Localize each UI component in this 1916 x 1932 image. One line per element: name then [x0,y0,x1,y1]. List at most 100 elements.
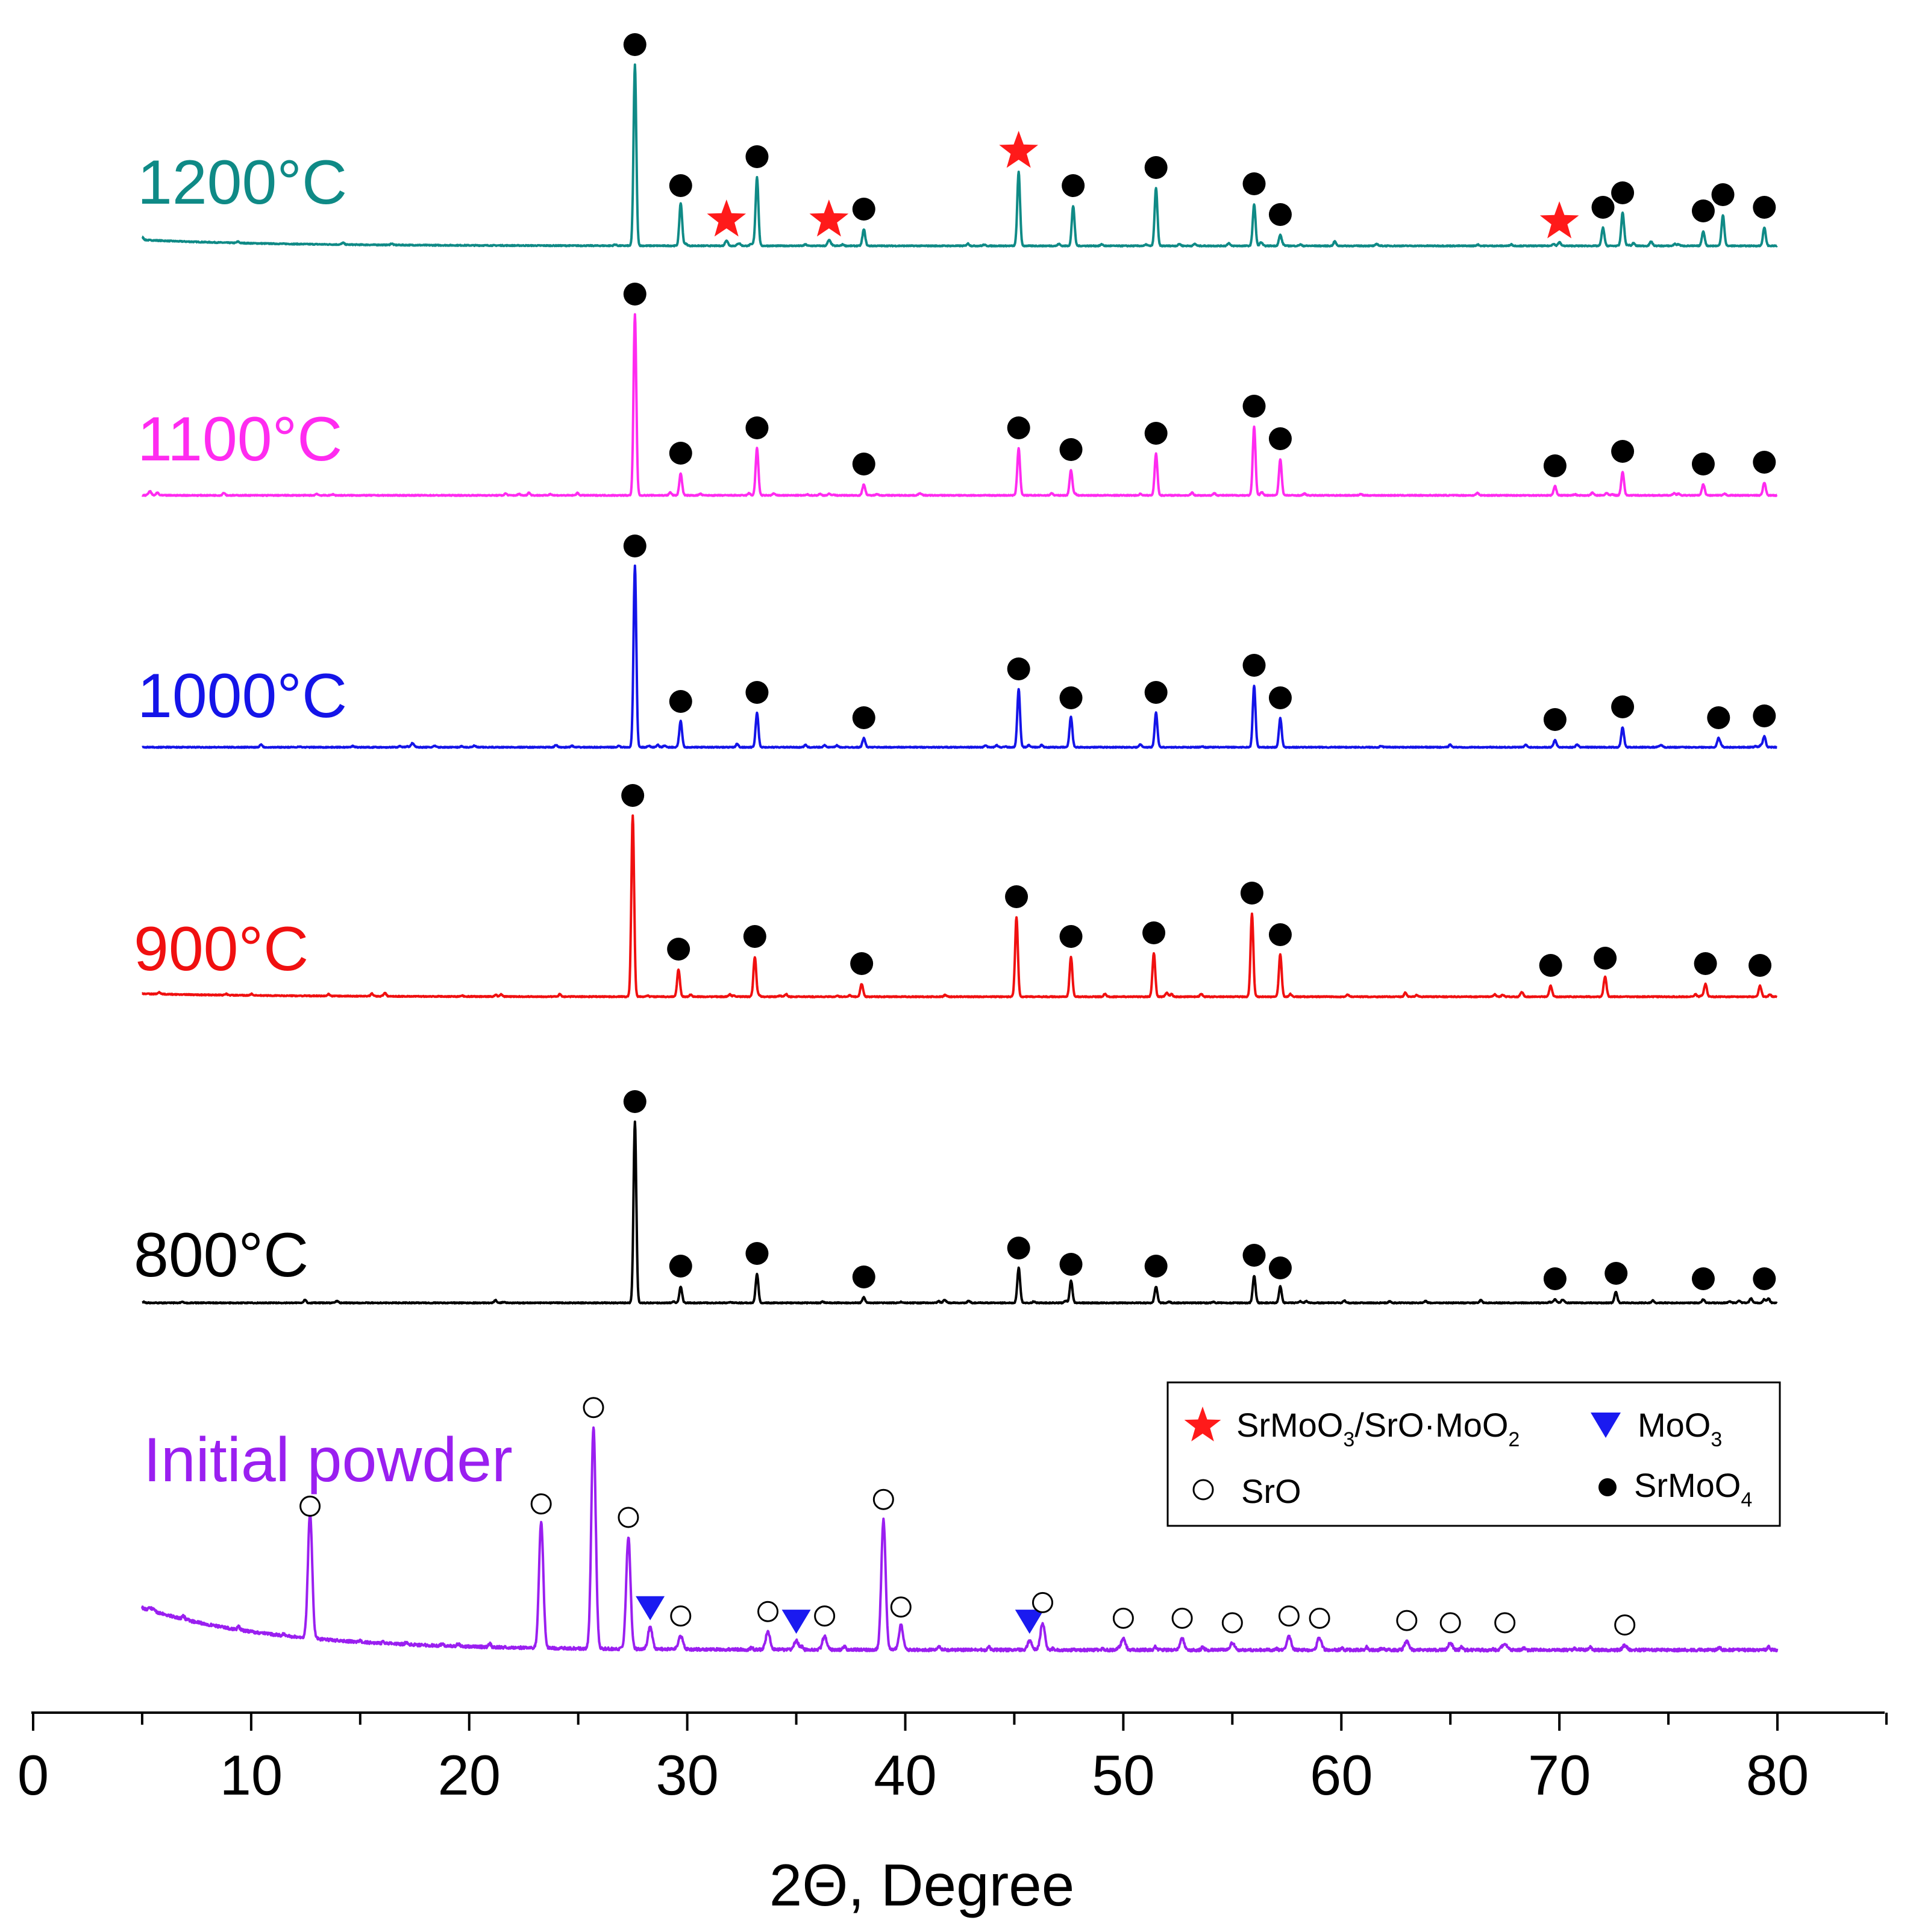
peak-marker-s1000-2 [745,681,769,704]
peak-marker-s900-7 [1240,882,1263,905]
peak-marker-s1000-11 [1707,706,1730,729]
peak-marker-s800-12 [1753,1267,1776,1290]
peak-marker-s800-7 [1242,1244,1266,1267]
peak-marker-s900-8 [1268,923,1292,946]
legend-item-moo3: MoO3 [1638,1406,1722,1451]
series-line-s1200 [141,63,1778,248]
peak-marker-sinit-20 [1494,1612,1516,1634]
x-tick-label-80: 80 [1746,1743,1809,1807]
peak-marker-s800-8 [1268,1256,1292,1279]
peak-marker-s1200-4 [809,199,849,237]
peak-marker-s1100-5 [1059,438,1083,461]
peak-marker-sinit-11 [1015,1610,1044,1634]
x-tick-label-0: 0 [17,1743,49,1807]
peak-marker-s800-11 [1691,1267,1715,1290]
peak-marker-s1200-0 [623,33,646,56]
peak-marker-s900-2 [743,925,766,948]
peak-marker-sinit-0 [299,1495,321,1517]
label-900: 900°C [134,914,308,984]
peak-marker-sinit-2 [583,1397,604,1419]
x-axis-title: 2Θ, Degree [769,1852,1075,1918]
peak-marker-s800-3 [852,1266,875,1288]
legend-star-shape [1184,1407,1221,1441]
peak-marker-s800-5 [1059,1253,1083,1276]
peak-marker-s800-10 [1604,1262,1628,1285]
peak-marker-s900-9 [1539,954,1562,977]
legend-item-srmoo4: SrMoO4 [1634,1466,1752,1511]
peak-marker-sinit-9 [872,1488,894,1510]
label-800: 800°C [134,1220,308,1290]
peak-marker-s1100-2 [745,416,769,439]
peak-marker-sinit-3 [618,1507,639,1528]
peak-marker-s800-9 [1543,1267,1567,1290]
peak-marker-s1100-7 [1242,395,1266,418]
peak-marker-s1000-12 [1753,704,1776,727]
label-1100: 1100°C [137,404,342,474]
peak-marker-s1100-9 [1543,454,1567,477]
peak-marker-s1200-1 [669,174,692,197]
peak-marker-s1000-3 [852,706,875,729]
peak-marker-sinit-6 [757,1601,779,1622]
peak-marker-s1200-16 [1753,196,1776,219]
label-1000: 1000°C [137,661,347,731]
peak-marker-s1000-0 [623,535,646,557]
x-tick-label-70: 70 [1528,1743,1591,1807]
peak-marker-sinit-21 [1614,1614,1636,1636]
series-line-s800 [141,1120,1778,1305]
peak-marker-s900-0 [621,784,645,807]
peak-marker-s1100-3 [852,453,875,475]
label-1200: 1200°C [137,148,347,218]
x-tick-label-50: 50 [1092,1743,1155,1807]
peak-marker-s1000-7 [1242,654,1266,677]
peak-marker-s1200-11 [1539,201,1579,239]
peak-marker-s1200-14 [1691,199,1715,222]
peak-marker-s1100-8 [1268,427,1292,450]
peak-marker-sinit-8 [814,1605,836,1627]
peak-marker-s1200-15 [1711,183,1735,206]
x-tick-label-40: 40 [874,1743,937,1807]
peak-marker-s1100-12 [1753,451,1776,474]
peak-marker-s1200-5 [852,198,875,221]
peak-marker-sinit-7 [781,1610,811,1634]
peak-marker-s1000-8 [1268,686,1292,709]
series-line-sinit [140,1426,1779,1653]
peak-marker-s1000-9 [1543,708,1567,731]
legend-star-icon [1184,1407,1221,1441]
peak-marker-s1200-6 [999,131,1038,168]
peak-marker-s1000-10 [1611,695,1635,718]
legend-item-sro: SrO [1241,1472,1301,1510]
peak-marker-s1200-12 [1591,196,1615,219]
peak-marker-sinit-4 [636,1596,665,1620]
x-tick-label-20: 20 [437,1743,501,1807]
peak-markers [299,33,1776,1636]
peak-marker-s1100-6 [1144,422,1168,445]
peak-marker-s900-3 [850,952,874,975]
peak-marker-s1200-13 [1611,181,1635,204]
peak-marker-s900-10 [1594,947,1617,970]
peak-marker-s900-4 [1005,885,1028,908]
peak-marker-s1200-8 [1144,156,1168,179]
peak-marker-s1200-7 [1062,174,1085,197]
peak-marker-s1200-10 [1268,203,1292,226]
peak-marker-sinit-10 [890,1596,912,1618]
peak-marker-s1100-4 [1007,416,1030,439]
series-line-s1100 [141,313,1778,497]
legend-item-srmoo3: SrMoO3/SrO·MoO2 [1236,1406,1520,1451]
peak-marker-s1100-1 [669,442,692,465]
peak-marker-s800-1 [669,1255,692,1278]
peak-marker-sinit-13 [1112,1607,1134,1629]
series-line-s900 [141,814,1778,999]
peak-marker-s1000-5 [1059,686,1083,709]
peak-marker-s1100-0 [623,283,646,306]
peak-marker-s900-6 [1142,921,1166,944]
x-tick-label-30: 30 [656,1743,719,1807]
peak-marker-s900-11 [1694,952,1717,975]
x-tick-label-10: 10 [220,1743,283,1807]
peak-marker-s900-5 [1059,925,1083,948]
x-tick-label-60: 60 [1310,1743,1373,1807]
legend-open-circle-icon [1192,1479,1214,1501]
peak-marker-sinit-14 [1171,1607,1193,1629]
legend-triangle-icon [1591,1413,1621,1438]
peak-marker-s1000-6 [1144,681,1168,704]
peak-marker-sinit-16 [1278,1605,1300,1627]
